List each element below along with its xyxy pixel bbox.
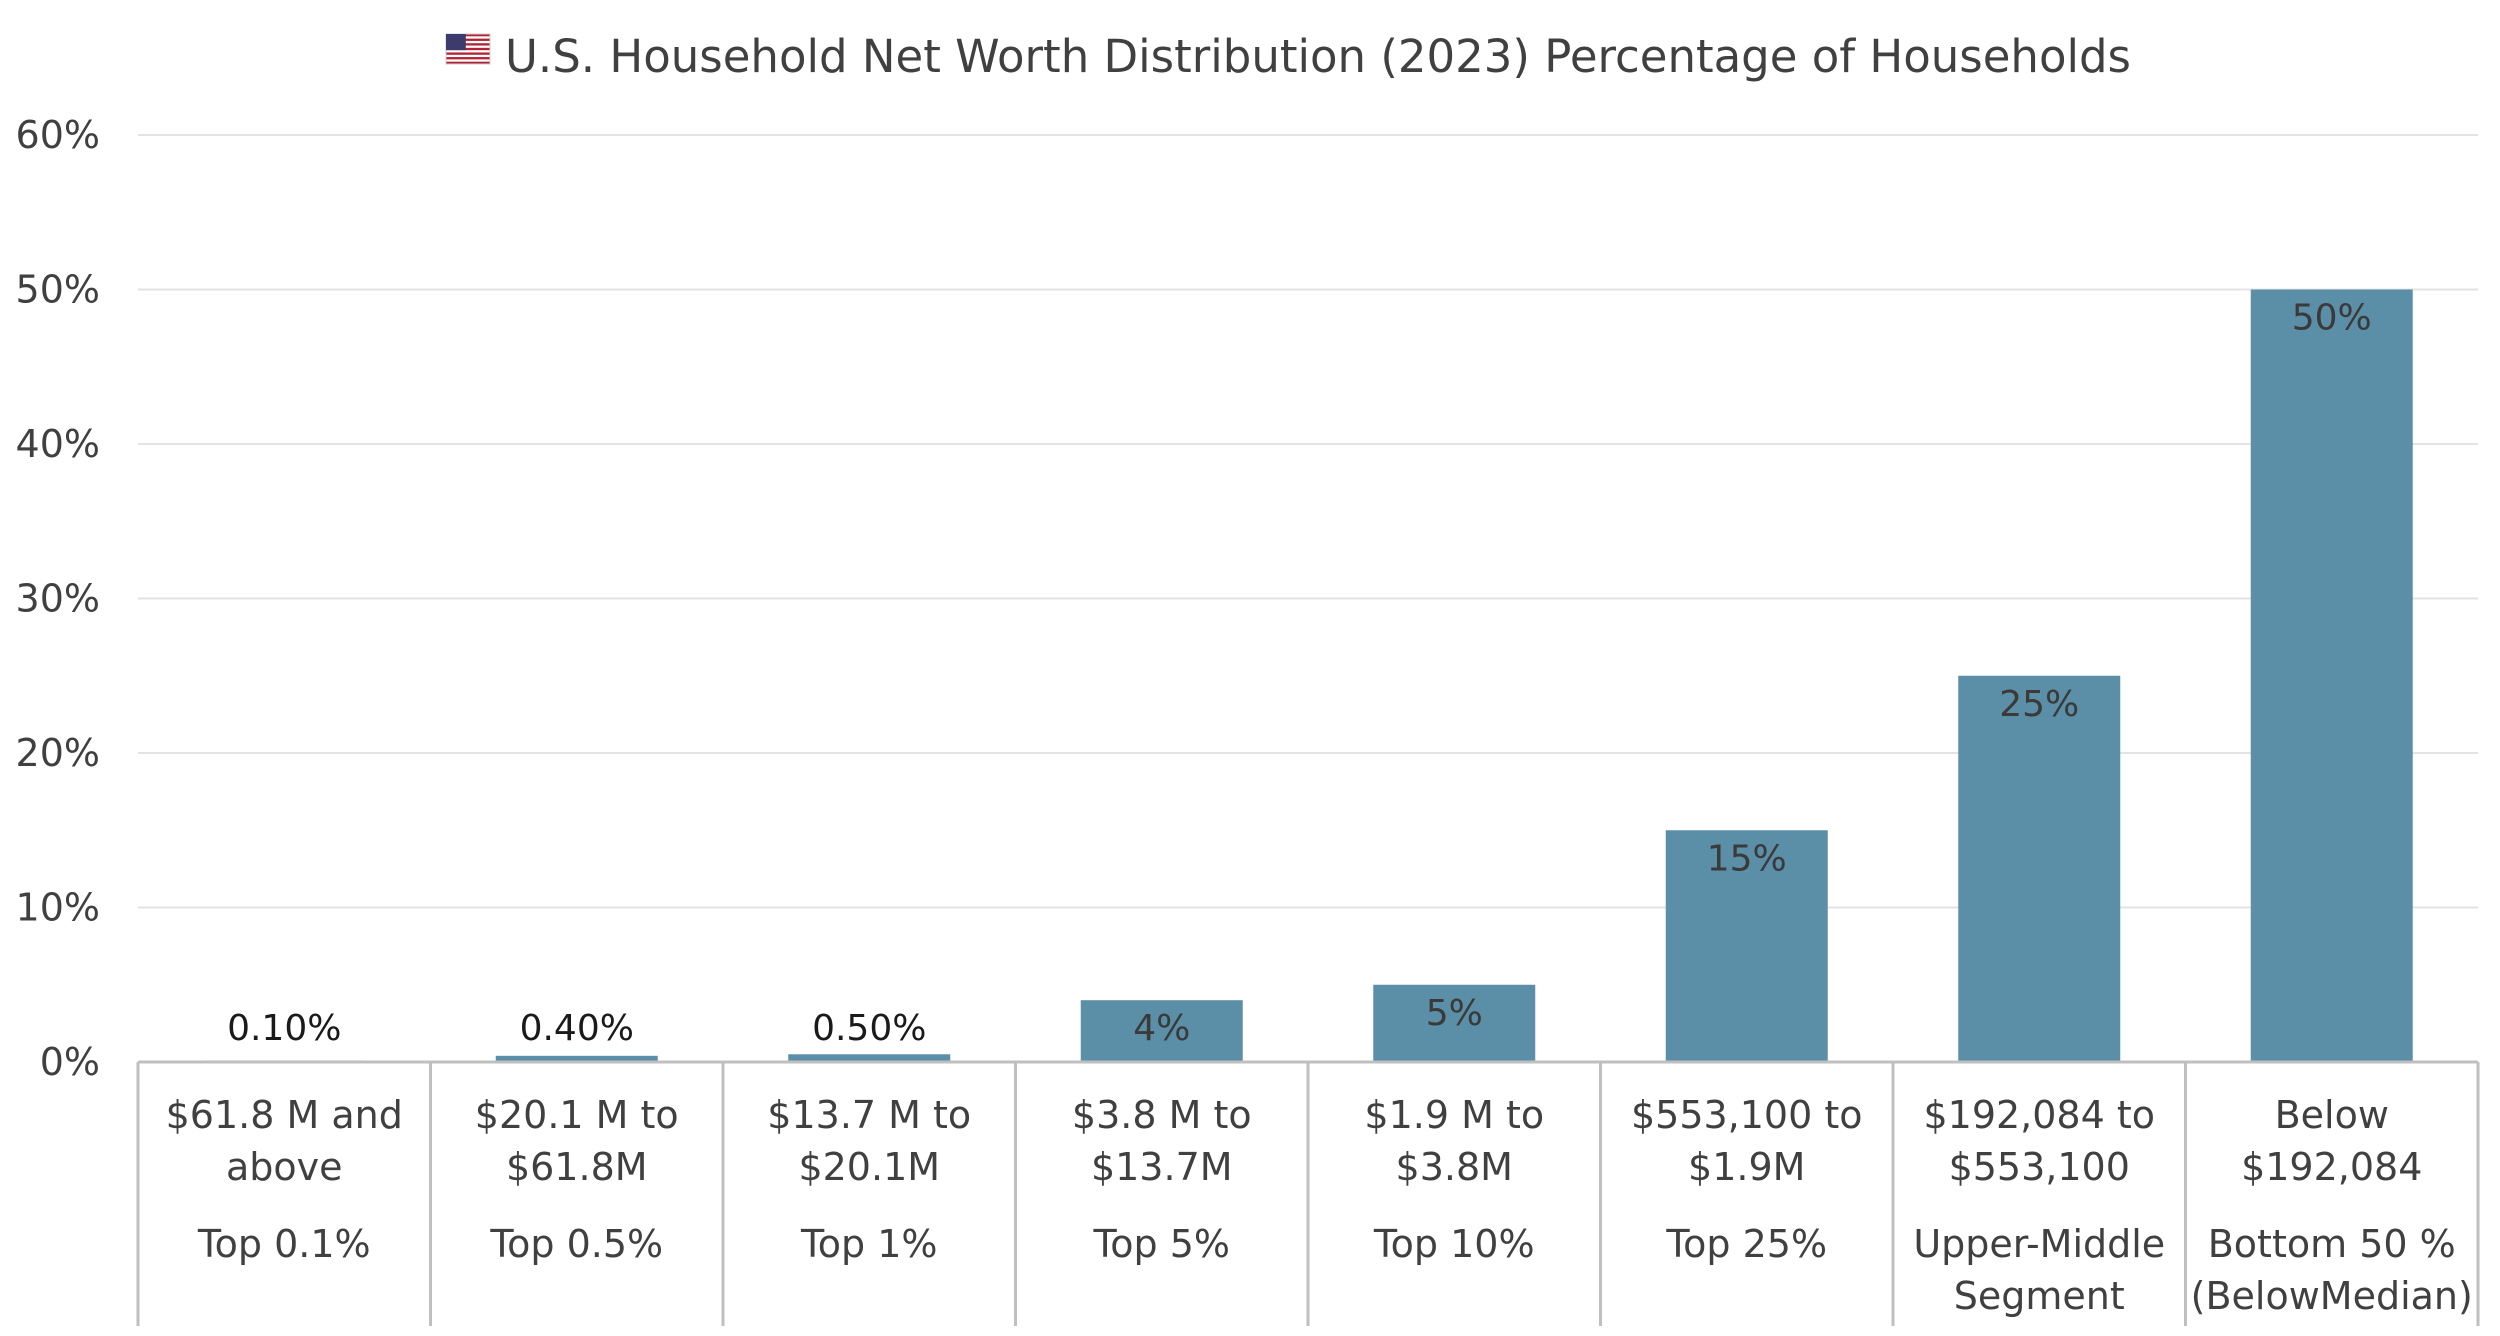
data-label: 25% — [1999, 684, 2079, 725]
category-range-label: $1.9M — [1688, 1145, 1805, 1189]
flag-stripe — [446, 61, 490, 64]
data-label: 4% — [1133, 1008, 1190, 1049]
us-flag-icon — [445, 33, 491, 65]
flag-stripe — [446, 47, 490, 51]
y-tick-label: 40% — [16, 422, 100, 466]
flag-stripe — [446, 43, 490, 46]
category-range-label: $61.8 M and — [166, 1093, 403, 1137]
flag-stripe — [446, 34, 490, 37]
bar — [1958, 675, 2121, 1062]
category-range-label: above — [226, 1145, 343, 1189]
category-range-label: $3.8M — [1396, 1145, 1513, 1189]
category-range-label: $1.9 M to — [1364, 1093, 1544, 1137]
flag-stripe — [446, 38, 490, 41]
category-range-label: $20.1 M to — [475, 1093, 679, 1137]
category-group-label: Top 0.1% — [197, 1222, 371, 1266]
category-range-label: $192,084 — [2241, 1145, 2422, 1189]
y-tick-label: 30% — [16, 577, 100, 621]
chart-title: U.S. Household Net Worth Distribution (2… — [505, 30, 2131, 83]
category-group-label: Top 10% — [1373, 1222, 1535, 1266]
flag-canton — [446, 34, 466, 51]
category-range-label: $3.8 M to — [1072, 1093, 1252, 1137]
flag-stripe — [446, 52, 490, 55]
category-group-label: Segment — [1954, 1274, 2125, 1318]
category-range-label: $13.7 M to — [767, 1093, 971, 1137]
y-tick-label: 20% — [16, 731, 100, 775]
y-tick-label: 0% — [40, 1040, 100, 1084]
bar — [1373, 984, 1536, 1062]
y-axis: 0% 10% 20% 30% 40% 50% 60% — [16, 113, 100, 1084]
y-tick-label: 60% — [16, 113, 100, 157]
category-group-label: (BelowMedian) — [2191, 1274, 2473, 1318]
data-label: 50% — [2292, 298, 2372, 339]
data-label: 0.10% — [227, 1008, 341, 1049]
gridlines — [138, 134, 2478, 909]
bar — [2250, 289, 2413, 1062]
category-range-label: $553,100 to — [1631, 1093, 1863, 1137]
x-axis: $61.8 M and above Top 0.1% $20.1 M to $61.8M… — [136, 1060, 2480, 1326]
category-range-label: $13.7M — [1091, 1145, 1233, 1189]
category-group-label: Top 0.5% — [489, 1222, 663, 1266]
data-label: 0.40% — [520, 1008, 634, 1049]
bars — [203, 289, 2413, 1062]
bar — [1080, 1000, 1243, 1062]
y-tick-label: 10% — [16, 886, 100, 930]
category-group-label: Top 5% — [1093, 1222, 1231, 1266]
bar — [788, 1054, 951, 1062]
data-label: 0.50% — [812, 1008, 926, 1049]
data-label: 15% — [1707, 838, 1787, 879]
category-range-label: $20.1M — [798, 1145, 940, 1189]
flag-stripe — [446, 57, 490, 60]
bar — [1665, 830, 1828, 1062]
category-group-label: Bottom 50 % — [2208, 1222, 2456, 1266]
category-range-label: Below — [2275, 1093, 2389, 1137]
data-label: 5% — [1426, 993, 1483, 1034]
category-range-label: $192,084 to — [1923, 1093, 2155, 1137]
bar — [495, 1055, 658, 1062]
category-range-label: $61.8M — [506, 1145, 648, 1189]
data-labels: 0.10% 0.40% 0.50% 4% 5% 15% 25% 50% — [227, 298, 2372, 1050]
category-group-label: Top 25% — [1665, 1222, 1827, 1266]
category-group-label: Top 1% — [800, 1222, 938, 1266]
y-tick-label: 50% — [16, 268, 100, 312]
category-range-label: $553,100 — [1949, 1145, 2130, 1189]
category-group-label: Upper-Middle — [1913, 1222, 2165, 1266]
